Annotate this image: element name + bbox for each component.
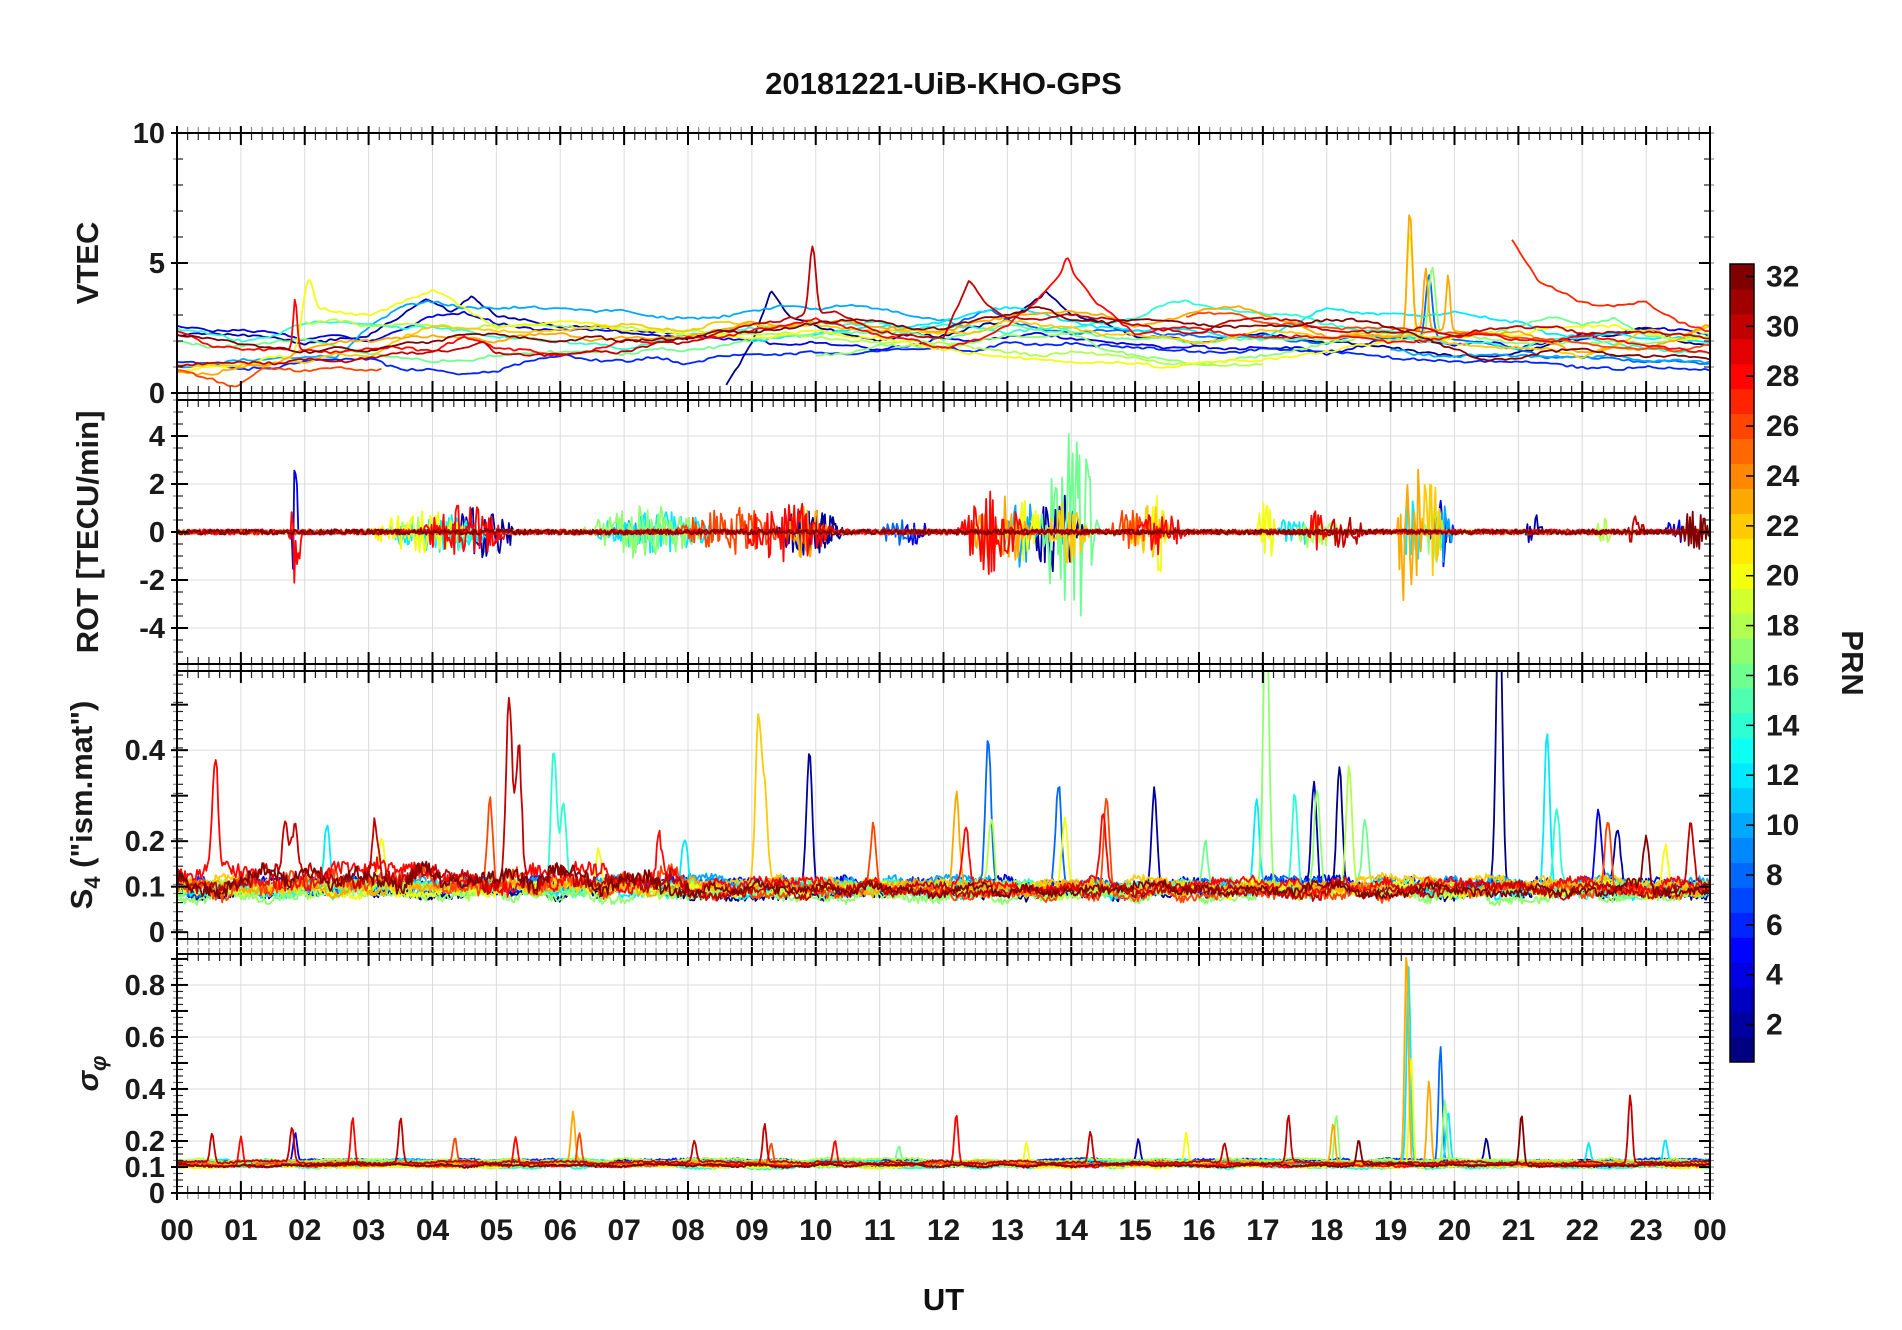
series-vtec-prn-30	[177, 245, 1710, 367]
series-vtec-prn-16	[177, 316, 1710, 364]
chart-title: 20181221-UiB-KHO-GPS	[765, 66, 1122, 101]
colorbar-tick-label: 20	[1766, 560, 1799, 593]
y-tick-labels-vtec: 0 5 10	[133, 118, 165, 410]
svg-text:21: 21	[1502, 1214, 1535, 1247]
svg-text:22: 22	[1566, 1214, 1599, 1247]
svg-text:5: 5	[149, 248, 165, 280]
svg-text:04: 04	[416, 1214, 450, 1247]
svg-text:0.6: 0.6	[125, 1022, 165, 1054]
colorbar-tick-label: 8	[1766, 859, 1783, 892]
svg-text:13: 13	[991, 1214, 1024, 1247]
svg-text:06: 06	[544, 1214, 577, 1247]
svg-text:11: 11	[864, 1214, 896, 1247]
svg-text:0: 0	[149, 517, 165, 549]
svg-text:17: 17	[1246, 1214, 1279, 1247]
colorbar-tick-label: 10	[1766, 809, 1799, 842]
svg-text:2: 2	[149, 469, 165, 501]
svg-text:18: 18	[1310, 1214, 1343, 1247]
series-vtec-prn-27	[1511, 239, 1710, 333]
colorbar-tick-label: 2	[1766, 1009, 1783, 1042]
svg-text:0.2: 0.2	[125, 1126, 165, 1158]
svg-text:01: 01	[224, 1214, 257, 1247]
colorbar-label: PRN	[1835, 630, 1870, 695]
axes-s4	[171, 664, 1714, 946]
colorbar-tick-label: 18	[1766, 610, 1799, 643]
svg-text:0: 0	[149, 378, 165, 410]
grid-sigma-phi	[177, 954, 1710, 1193]
y-axis-label-s4: S4 ("ism.mat")	[64, 701, 105, 910]
colorbar-tick-label: 32	[1766, 260, 1799, 293]
x-axis-label: UT	[922, 1282, 965, 1317]
colorbar-tick-label: 28	[1766, 360, 1799, 393]
svg-text:12: 12	[927, 1214, 960, 1247]
svg-text:00: 00	[160, 1214, 193, 1247]
svg-text:0.1: 0.1	[125, 872, 165, 904]
svg-text:14: 14	[1055, 1214, 1089, 1247]
svg-text:0.4: 0.4	[125, 1074, 165, 1106]
y-tick-labels-rot: -4 -2 0 2 4	[139, 421, 165, 645]
svg-text:08: 08	[671, 1214, 704, 1247]
svg-text:0: 0	[149, 917, 165, 949]
colorbar-tick-label: 4	[1766, 959, 1783, 992]
svg-text:00: 00	[1693, 1214, 1726, 1247]
y-axis-label-vtec: VTEC	[70, 222, 105, 305]
svg-text:09: 09	[735, 1214, 768, 1247]
y-tick-labels-s4: 0 0.1 0.2 0.4	[125, 735, 165, 949]
series-vtec-prn-22	[177, 319, 1710, 368]
series-rot-prn-32	[177, 510, 1710, 550]
svg-text:4: 4	[149, 421, 165, 453]
y-axis-label-sigma-phi: σφ	[70, 1055, 111, 1091]
colorbar-tick-label: 24	[1766, 460, 1800, 493]
svg-text:-4: -4	[139, 613, 165, 645]
svg-text:10: 10	[133, 118, 165, 150]
svg-text:23: 23	[1629, 1214, 1662, 1247]
svg-text:0.4: 0.4	[125, 735, 165, 767]
colorbar-tick-label: 14	[1766, 709, 1800, 742]
colorbar-tick-label: 16	[1766, 659, 1799, 692]
series-vtec-prn-23	[177, 214, 1710, 376]
svg-text:0.8: 0.8	[125, 970, 165, 1002]
svg-text:16: 16	[1182, 1214, 1215, 1247]
colorbar-tick-label: 6	[1766, 909, 1783, 942]
svg-text:-2: -2	[139, 565, 165, 597]
axes-sigma-phi	[171, 947, 1714, 1200]
series-vtec-prn-10	[1390, 348, 1710, 364]
svg-text:0: 0	[149, 1178, 165, 1210]
colorbar-tick-label: 12	[1766, 759, 1799, 792]
series-sigma-phi-prn-32	[177, 1115, 1710, 1169]
svg-text:10: 10	[799, 1214, 832, 1247]
svg-text:0.2: 0.2	[125, 826, 165, 858]
y-tick-labels-sigma-phi: 00.10.2 0.4 0.6 0.8	[125, 970, 165, 1210]
series-sigma-phi-prn-30	[177, 1094, 1710, 1166]
series-vtec-prn-26	[177, 366, 382, 388]
svg-text:19: 19	[1374, 1214, 1407, 1247]
series-s4-prn-30	[177, 696, 1710, 902]
colorbar-tick-label: 26	[1766, 410, 1799, 443]
series-vtec-prn-26	[1185, 311, 1710, 353]
colorbar-tick-label: 22	[1766, 510, 1799, 543]
svg-text:05: 05	[480, 1214, 513, 1247]
series-s4-prn-32	[177, 834, 1710, 900]
svg-text:0.1: 0.1	[125, 1152, 165, 1184]
colorbar-tick-label: 30	[1766, 310, 1799, 343]
x-tick-labels: 00 01 02 03 04 05 06 07 08 09 10 11 12 13 14 15 16 17 18 19…	[160, 1214, 1726, 1247]
y-axis-label-rot: ROT [TECU/min]	[70, 411, 105, 654]
svg-text:03: 03	[352, 1214, 385, 1247]
svg-text:15: 15	[1118, 1214, 1151, 1247]
svg-text:02: 02	[288, 1214, 321, 1247]
svg-text:20: 20	[1438, 1214, 1471, 1247]
svg-text:07: 07	[607, 1214, 640, 1247]
series-vtec-prn-32	[177, 306, 1710, 362]
grid-s4	[177, 671, 1710, 939]
series-vtec-prn-10	[177, 300, 963, 369]
